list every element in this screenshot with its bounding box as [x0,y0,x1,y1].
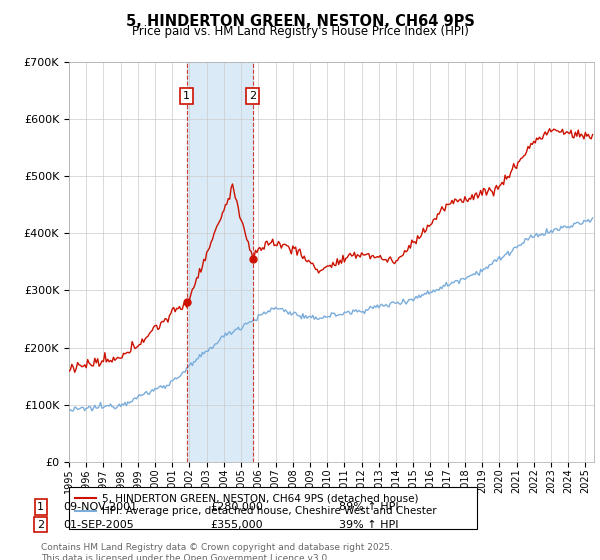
Text: 09-NOV-2001: 09-NOV-2001 [63,502,137,512]
Text: £280,000: £280,000 [210,502,263,512]
Text: £355,000: £355,000 [210,520,263,530]
Text: 2: 2 [249,91,256,101]
Text: Price paid vs. HM Land Registry's House Price Index (HPI): Price paid vs. HM Land Registry's House … [131,25,469,38]
Text: HPI: Average price, detached house, Cheshire West and Chester: HPI: Average price, detached house, Ches… [102,506,437,516]
Text: 1: 1 [37,502,44,512]
Bar [187,62,253,462]
Text: 5, HINDERTON GREEN, NESTON, CH64 9PS: 5, HINDERTON GREEN, NESTON, CH64 9PS [125,14,475,29]
Text: 2: 2 [37,520,44,530]
Text: 89% ↑ HPI: 89% ↑ HPI [339,502,398,512]
Text: 1: 1 [183,91,190,101]
Text: 5, HINDERTON GREEN, NESTON, CH64 9PS (detached house): 5, HINDERTON GREEN, NESTON, CH64 9PS (de… [102,493,419,503]
Text: Contains HM Land Registry data © Crown copyright and database right 2025.
This d: Contains HM Land Registry data © Crown c… [41,543,392,560]
Text: 39% ↑ HPI: 39% ↑ HPI [339,520,398,530]
Text: 01-SEP-2005: 01-SEP-2005 [63,520,134,530]
